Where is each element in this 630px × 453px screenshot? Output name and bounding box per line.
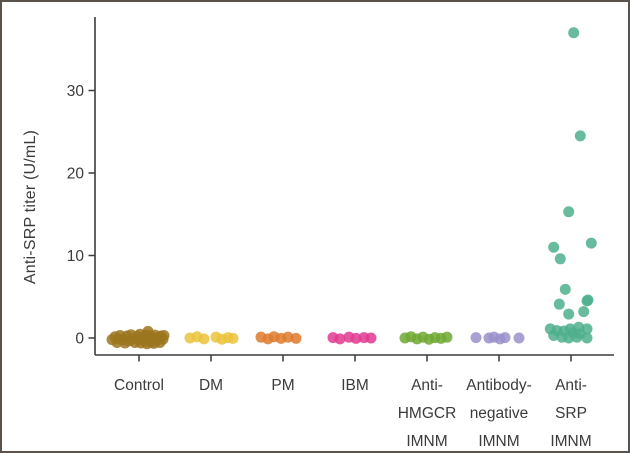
data-point bbox=[574, 130, 586, 142]
data-point bbox=[513, 332, 525, 344]
y-axis-title: Anti-SRP titer (U/mL) bbox=[22, 130, 39, 284]
category-label-line: DM bbox=[199, 377, 223, 394]
category-label-line: Antibody- bbox=[466, 377, 531, 394]
category-label-line: SRP bbox=[555, 405, 587, 422]
y-tick-label: 0 bbox=[75, 331, 84, 348]
data-point bbox=[559, 283, 571, 295]
points-layer bbox=[106, 27, 597, 350]
category-label: Control bbox=[114, 377, 164, 394]
data-point bbox=[563, 206, 575, 218]
data-point bbox=[571, 331, 583, 343]
category-label-line: Anti- bbox=[555, 377, 587, 394]
data-point bbox=[578, 306, 590, 318]
category-label-line: PM bbox=[271, 377, 294, 394]
category-label-line: IMNM bbox=[550, 433, 591, 450]
category-label: PM bbox=[271, 377, 294, 394]
category-label-line: Anti- bbox=[411, 377, 443, 394]
y-tick-label: 30 bbox=[67, 83, 85, 100]
data-point bbox=[563, 308, 575, 320]
data-point bbox=[553, 298, 565, 310]
category-label: DM bbox=[199, 377, 223, 394]
data-point bbox=[563, 332, 575, 344]
data-point bbox=[441, 331, 453, 343]
data-point bbox=[350, 332, 362, 344]
category-label-line: HMGCR bbox=[398, 405, 457, 422]
category-label-line: IMNM bbox=[406, 433, 447, 450]
category-label: IBM bbox=[341, 377, 369, 394]
data-point bbox=[548, 330, 560, 342]
category-label-line: IBM bbox=[341, 377, 369, 394]
category-label: Anti- HMGCR IMNM bbox=[398, 377, 457, 450]
data-point bbox=[227, 332, 239, 344]
category-label: Antibody-negative IMNM bbox=[466, 377, 531, 450]
category-label: Anti- SRP IMNM bbox=[550, 377, 591, 450]
category-label-line: negative bbox=[470, 405, 529, 422]
category-label-line: IMNM bbox=[478, 433, 519, 450]
data-point bbox=[499, 332, 511, 344]
data-point bbox=[334, 333, 346, 345]
data-point bbox=[470, 332, 482, 344]
y-tick-label: 20 bbox=[67, 166, 85, 183]
data-point bbox=[290, 332, 302, 344]
data-point bbox=[581, 295, 593, 307]
data-point bbox=[554, 253, 566, 265]
data-point bbox=[581, 332, 593, 344]
data-point bbox=[568, 27, 580, 39]
data-point bbox=[365, 332, 377, 344]
data-point bbox=[198, 333, 210, 345]
data-point bbox=[158, 330, 170, 342]
y-tick-label: 10 bbox=[67, 248, 85, 265]
category-label-line: Control bbox=[114, 377, 164, 394]
data-point bbox=[548, 241, 560, 253]
data-point bbox=[585, 237, 597, 249]
